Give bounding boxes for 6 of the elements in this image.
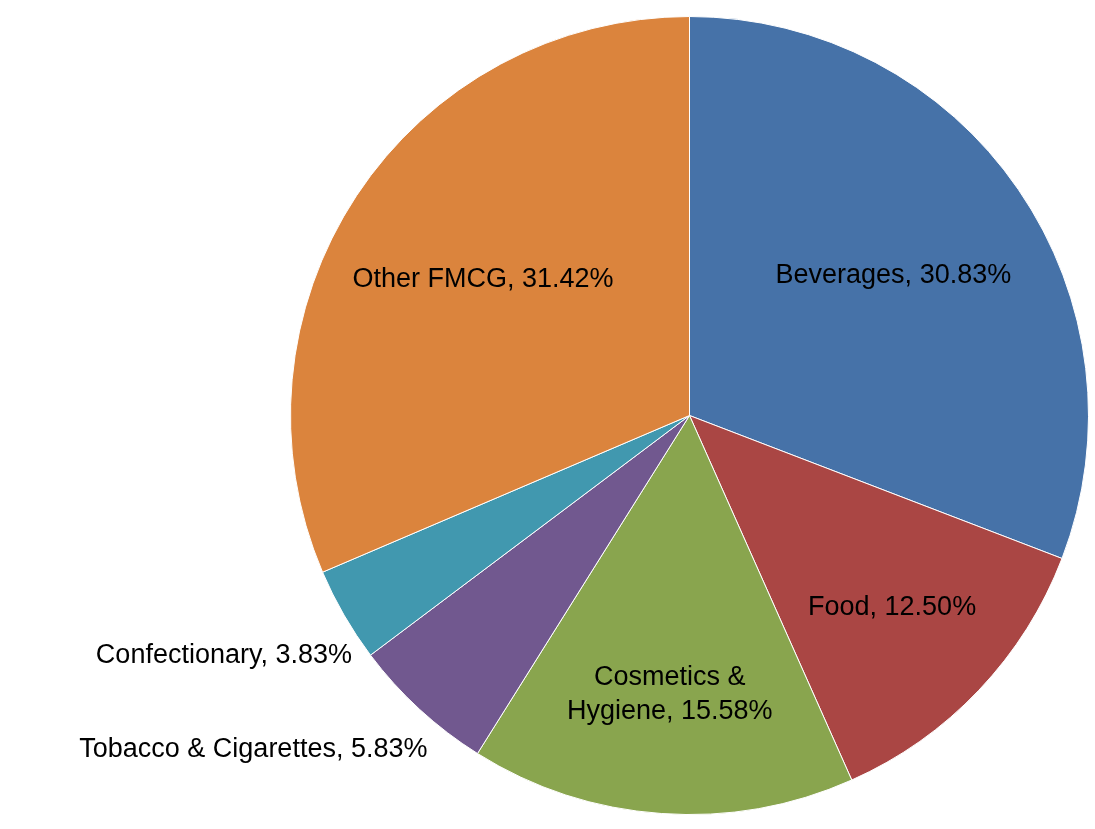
slice-label: Confectionary, 3.83%: [95, 638, 353, 669]
slice-label: Cosmetics & Hygiene, 15.58%: [566, 660, 773, 725]
slice-label: Beverages, 30.83%: [775, 258, 1012, 289]
slice-label: Other FMCG, 31.42%: [352, 262, 614, 293]
slice-label: Tobacco & Cigarettes, 5.83%: [79, 732, 428, 763]
slice-label: Food, 12.50%: [808, 591, 977, 622]
